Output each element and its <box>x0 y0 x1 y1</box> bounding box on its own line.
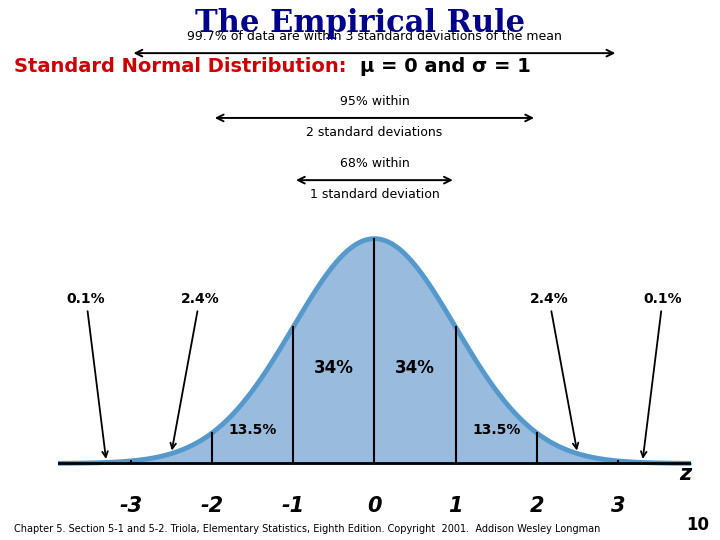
Text: 2.4%: 2.4% <box>171 292 219 449</box>
Text: 13.5%: 13.5% <box>228 423 276 437</box>
Text: 0.1%: 0.1% <box>641 292 682 457</box>
Text: μ = 0 and σ = 1: μ = 0 and σ = 1 <box>360 57 531 76</box>
Text: 99.7% of data are within 3 standard deviations of the mean: 99.7% of data are within 3 standard devi… <box>187 30 562 43</box>
Text: 13.5%: 13.5% <box>472 423 521 437</box>
Text: The Empirical Rule: The Empirical Rule <box>195 8 525 39</box>
Text: 34%: 34% <box>395 359 435 377</box>
Text: Chapter 5. Section 5-1 and 5-2. Triola, Elementary Statistics, Eighth Edition. C: Chapter 5. Section 5-1 and 5-2. Triola, … <box>14 523 600 534</box>
Text: 2 standard deviations: 2 standard deviations <box>306 126 443 139</box>
Text: 68% within: 68% within <box>340 157 409 170</box>
Text: 10: 10 <box>686 516 709 534</box>
Text: 1 standard deviation: 1 standard deviation <box>310 188 439 201</box>
Text: z: z <box>679 464 691 484</box>
Text: 0.1%: 0.1% <box>67 292 108 457</box>
Text: 2.4%: 2.4% <box>530 292 578 449</box>
Text: Standard Normal Distribution:: Standard Normal Distribution: <box>14 57 360 76</box>
Text: 95% within: 95% within <box>340 94 409 107</box>
Text: 34%: 34% <box>314 359 354 377</box>
